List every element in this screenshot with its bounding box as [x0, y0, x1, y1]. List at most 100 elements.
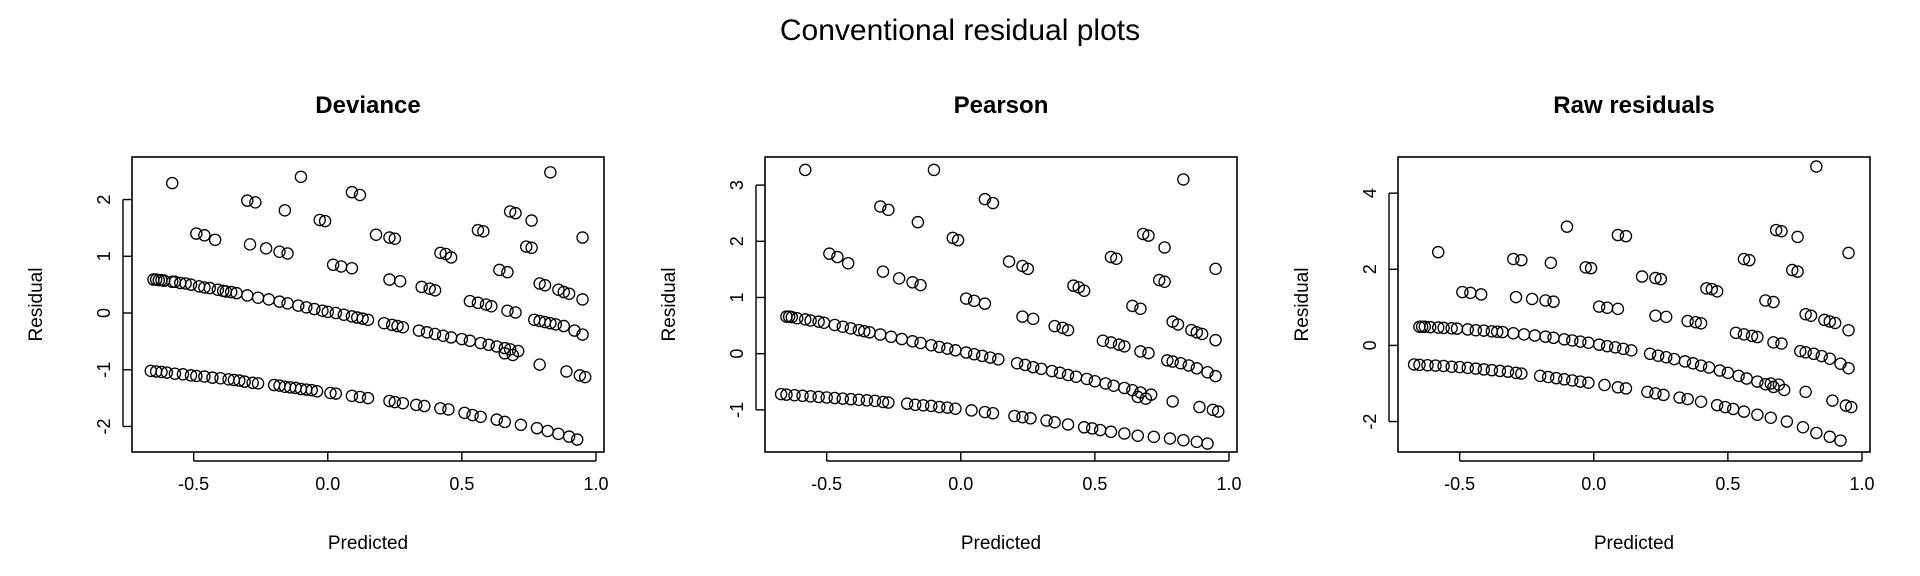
- data-point: [1544, 256, 1558, 270]
- data-point: [418, 399, 431, 413]
- data-point: [434, 402, 447, 415]
- data-point: [1493, 364, 1507, 378]
- data-point: [455, 332, 469, 346]
- data-point: [498, 415, 512, 429]
- data-point: [1710, 398, 1724, 412]
- data-point: [1077, 284, 1091, 297]
- data-point: [1694, 359, 1708, 372]
- data-point: [1469, 362, 1483, 375]
- data-point: [552, 427, 565, 441]
- data-point: [273, 245, 286, 258]
- panel-3: Raw residuals -0.5 0.0 0.5 1.0 -2 0 2 4 Predicted…: [1292, 92, 1874, 554]
- data-point: [334, 260, 348, 273]
- data-point: [1759, 377, 1772, 391]
- data-point: [292, 299, 305, 312]
- data-point: [251, 377, 265, 390]
- data-point: [1823, 352, 1837, 365]
- data-point: [868, 394, 882, 408]
- data-point: [1069, 370, 1083, 383]
- data-point: [498, 341, 512, 355]
- data-point: [925, 338, 938, 352]
- data-point: [1625, 344, 1638, 357]
- data-point: [1085, 422, 1099, 435]
- data-point: [1104, 425, 1118, 439]
- data-point: [925, 399, 938, 413]
- data-point: [310, 385, 324, 398]
- data-point: [1469, 323, 1483, 337]
- y-tick-label: -1: [94, 362, 114, 378]
- data-point: [206, 371, 219, 384]
- data-point: [1579, 261, 1592, 274]
- plot-frame: [764, 156, 1238, 453]
- data-point: [560, 365, 573, 378]
- data-point: [1040, 414, 1053, 427]
- data-point: [316, 304, 329, 317]
- data-point: [458, 406, 471, 420]
- data-point: [1056, 321, 1069, 335]
- data-point: [541, 424, 554, 438]
- data-point: [1775, 337, 1788, 350]
- data-point: [383, 273, 396, 286]
- data-point: [941, 401, 954, 414]
- data-point: [434, 246, 447, 260]
- data-point: [1804, 309, 1818, 322]
- data-point: [383, 394, 396, 408]
- data-point: [882, 203, 895, 217]
- data-point: [1461, 323, 1474, 336]
- data-point: [1517, 328, 1531, 341]
- data-point: [780, 388, 793, 401]
- data-point: [984, 351, 997, 364]
- data-point: [1067, 279, 1080, 292]
- data-point: [1166, 355, 1179, 368]
- data-point: [1566, 334, 1579, 347]
- data-point: [1515, 367, 1528, 380]
- data-point: [1139, 392, 1153, 405]
- data-point: [951, 233, 965, 247]
- data-point: [1429, 359, 1442, 372]
- y-tick-label: 2: [1360, 264, 1380, 274]
- data-point: [262, 293, 276, 306]
- data-point: [916, 399, 930, 412]
- data-point: [790, 312, 804, 325]
- data-point: [501, 265, 514, 279]
- data-point: [812, 315, 825, 328]
- data-point: [233, 374, 246, 387]
- data-point: [1617, 342, 1630, 356]
- data-point: [1686, 357, 1700, 370]
- data-point: [391, 319, 404, 333]
- data-point: [908, 398, 922, 412]
- data-point: [444, 331, 458, 344]
- data-point: [1209, 262, 1222, 276]
- data-point: [1421, 358, 1434, 372]
- data-point: [474, 410, 487, 424]
- data-point: [1549, 371, 1563, 385]
- data-point: [471, 223, 485, 237]
- data-point: [992, 353, 1005, 366]
- x-tick-label: 1.0: [583, 474, 608, 494]
- data-point: [1619, 229, 1633, 243]
- data-point: [1501, 365, 1515, 378]
- data-point: [1088, 374, 1102, 388]
- data-point: [1799, 385, 1812, 399]
- data-point: [941, 342, 954, 355]
- data-point: [1807, 347, 1820, 361]
- data-point: [1694, 317, 1708, 330]
- data-point: [1657, 388, 1670, 402]
- data-point: [1810, 160, 1823, 173]
- data-point: [501, 304, 514, 317]
- data-point: [1490, 325, 1504, 338]
- data-point: [1592, 300, 1606, 313]
- data-point: [238, 375, 251, 388]
- x-tick-label: 0.5: [1715, 474, 1740, 494]
- data-point: [243, 238, 257, 251]
- data-point: [1710, 285, 1724, 298]
- data-point: [1423, 320, 1437, 334]
- data-point: [361, 313, 375, 327]
- data-point: [155, 365, 168, 379]
- y-axis-label: Residual: [26, 268, 47, 342]
- data-point: [281, 247, 294, 260]
- data-point: [482, 338, 495, 352]
- data-point: [1751, 375, 1764, 388]
- data-point: [1740, 372, 1753, 385]
